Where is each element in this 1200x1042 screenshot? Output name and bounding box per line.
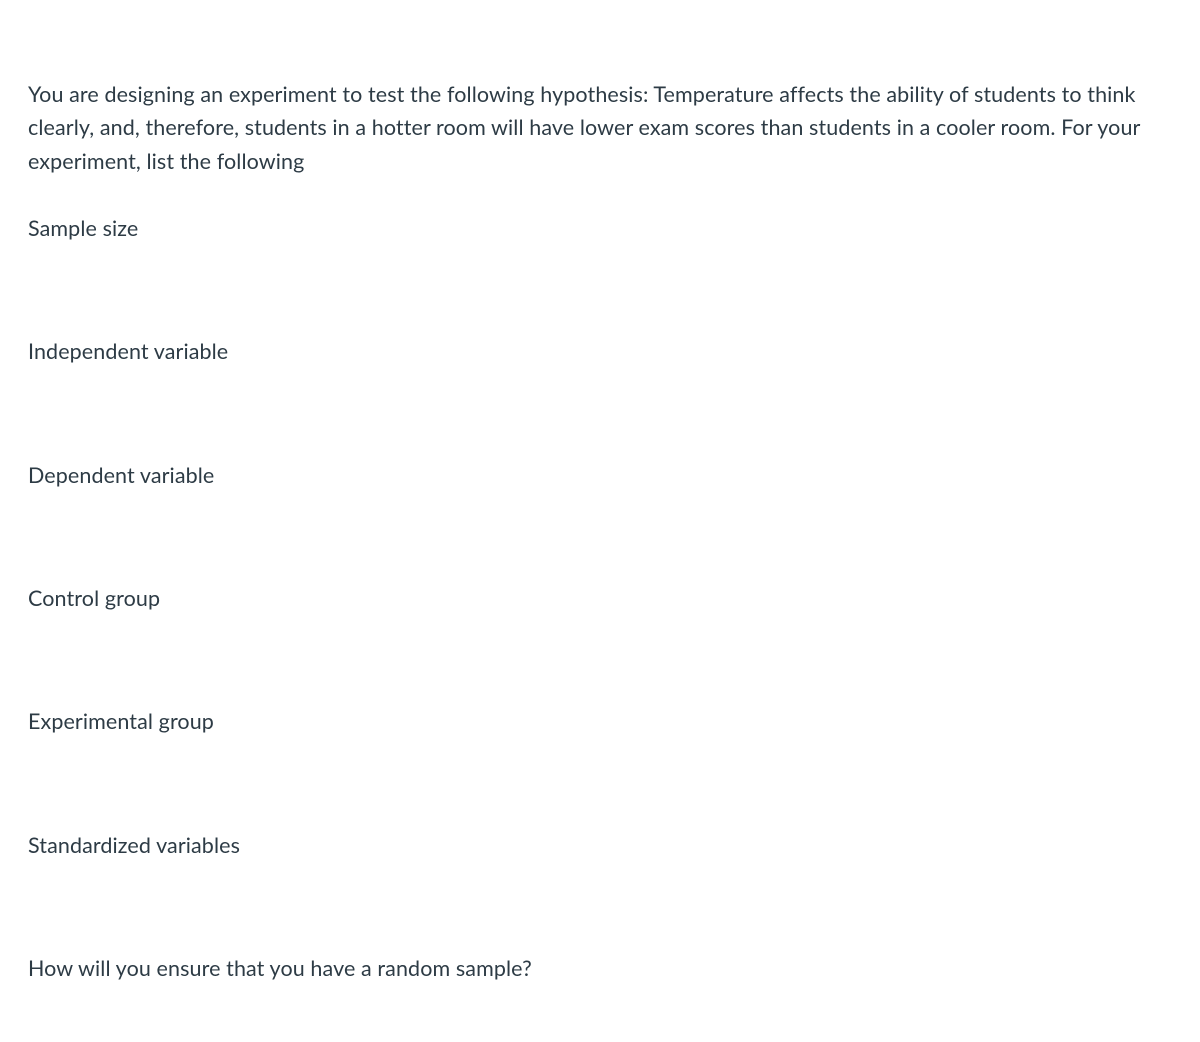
question-item-control-group: Control group [28,582,1172,615]
question-content: You are designing an experiment to test … [28,78,1172,985]
question-item-experimental-group: Experimental group [28,705,1172,738]
question-item-sample-size: Sample size [28,212,1172,245]
question-item-standardized-variables: Standardized variables [28,829,1172,862]
question-item-dependent-variable: Dependent variable [28,459,1172,492]
question-item-independent-variable: Independent variable [28,335,1172,368]
question-item-random-sample: How will you ensure that you have a rand… [28,952,1172,985]
question-intro-text: You are designing an experiment to test … [28,78,1172,178]
